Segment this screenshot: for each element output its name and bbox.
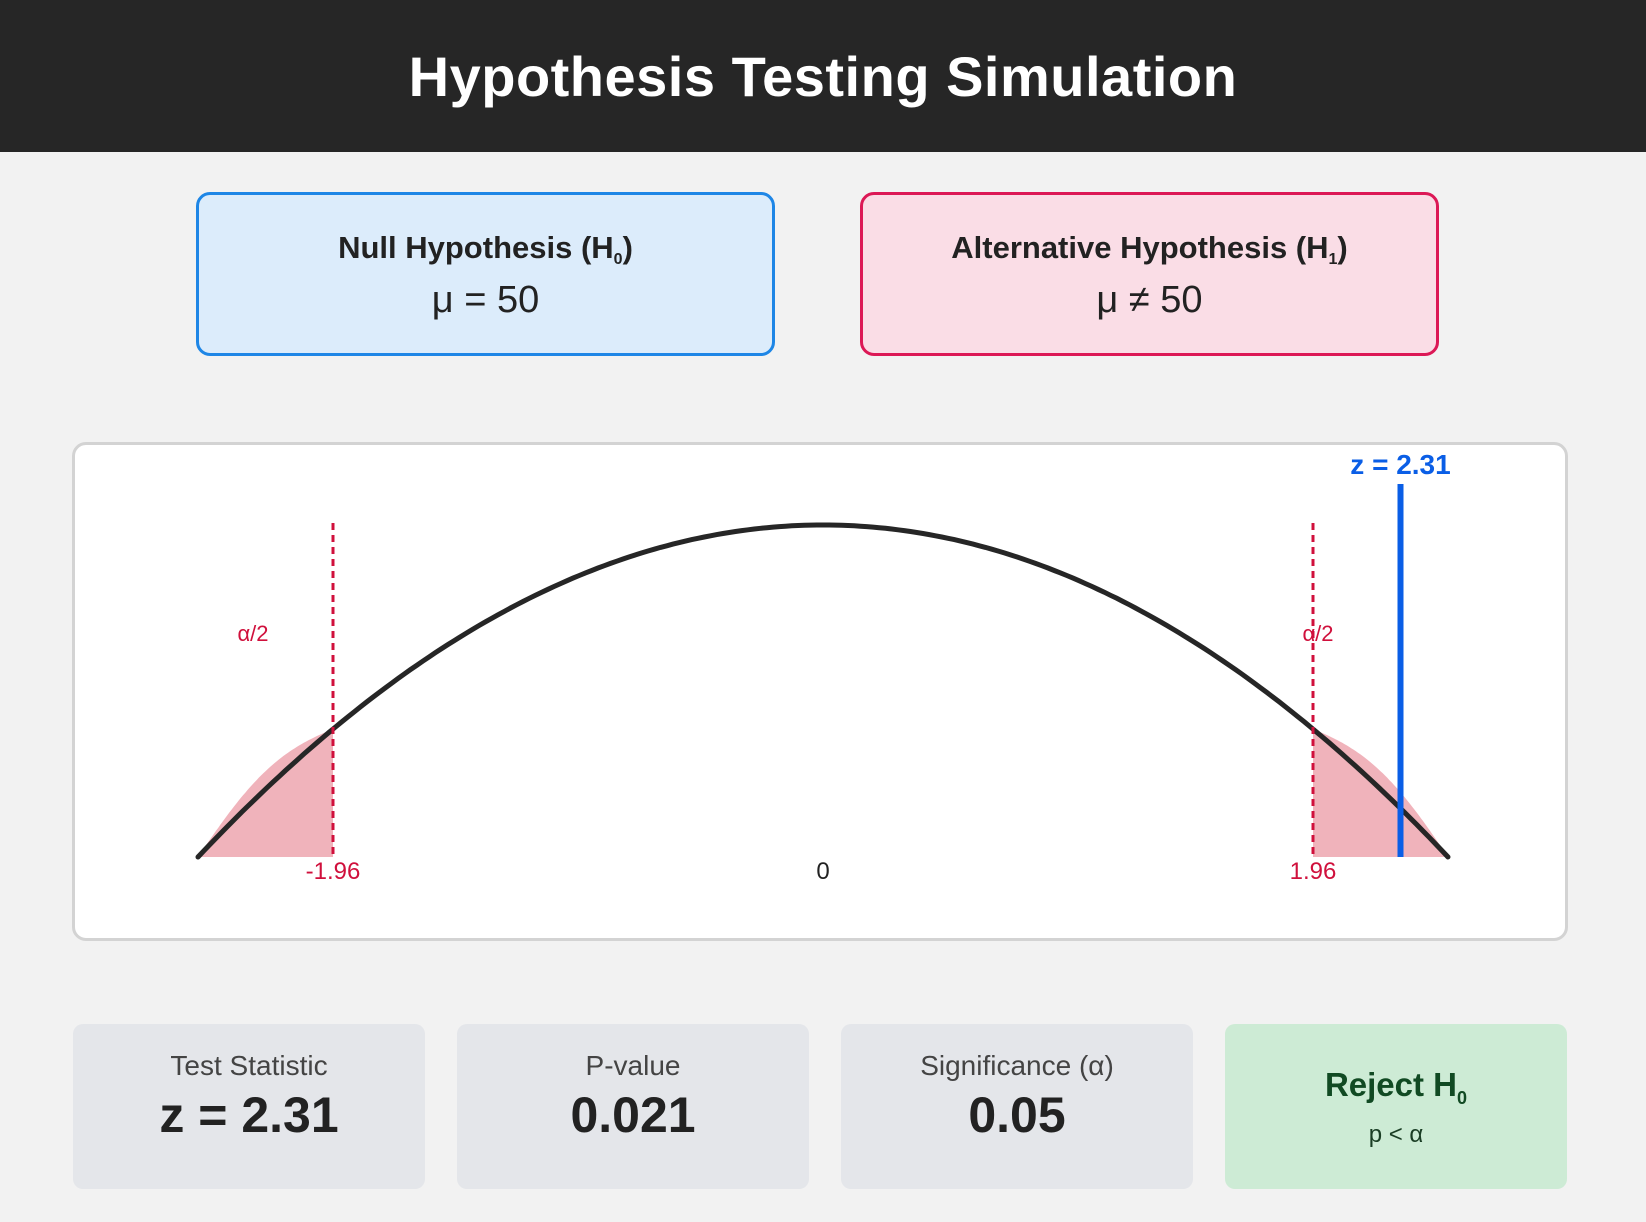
- p-value-card: P-value 0.021: [457, 1024, 809, 1189]
- distribution-curve: [195, 522, 1451, 860]
- tail-area-label-left: α/2: [237, 621, 268, 646]
- null-hypothesis-card: Null Hypothesis (H0) μ = 50: [196, 192, 775, 356]
- significance-value: 0.05: [968, 1087, 1066, 1143]
- alternative-hypothesis-card: Alternative Hypothesis (H1) μ ≠ 50: [860, 192, 1439, 356]
- alternative-hypothesis-title: Alternative Hypothesis (H1): [951, 230, 1348, 268]
- test-statistic-card: Test Statistic z = 2.31: [73, 1024, 425, 1189]
- decision-condition: p < α: [1368, 1121, 1424, 1148]
- significance-label: Significance (α): [920, 1050, 1114, 1081]
- tick-label-center: 0: [816, 858, 829, 885]
- null-hypothesis-expression: μ = 50: [431, 279, 540, 321]
- alternative-hypothesis-expression: μ ≠ 50: [1096, 279, 1203, 321]
- test-statistic-value: z = 2.31: [159, 1087, 339, 1143]
- null-hypothesis-title: Null Hypothesis (H0): [338, 230, 633, 268]
- page-title: Hypothesis Testing Simulation: [408, 44, 1238, 108]
- distribution-panel: z = 2.31 α/2 α/2 -1.96 0 1.96: [72, 442, 1568, 941]
- distribution-diagram: z = 2.31 α/2 α/2 -1.96 0 1.96: [195, 449, 1451, 885]
- tick-label-critical-right: 1.96: [1290, 858, 1337, 885]
- test-statistic-label: Test Statistic: [170, 1050, 328, 1081]
- decision-card: Reject H0 p < α: [1225, 1024, 1567, 1189]
- decision-text: Reject H0: [1324, 1066, 1468, 1108]
- tick-label-critical-left: -1.96: [306, 858, 361, 885]
- test-statistic-marker-label: z = 2.31: [1350, 449, 1450, 480]
- tail-area-label-right: α/2: [1302, 621, 1333, 646]
- p-value-value: 0.021: [570, 1087, 696, 1143]
- header-bar: Hypothesis Testing Simulation: [0, 0, 1646, 152]
- p-value-label: P-value: [585, 1050, 681, 1081]
- significance-card: Significance (α) 0.05: [841, 1024, 1193, 1189]
